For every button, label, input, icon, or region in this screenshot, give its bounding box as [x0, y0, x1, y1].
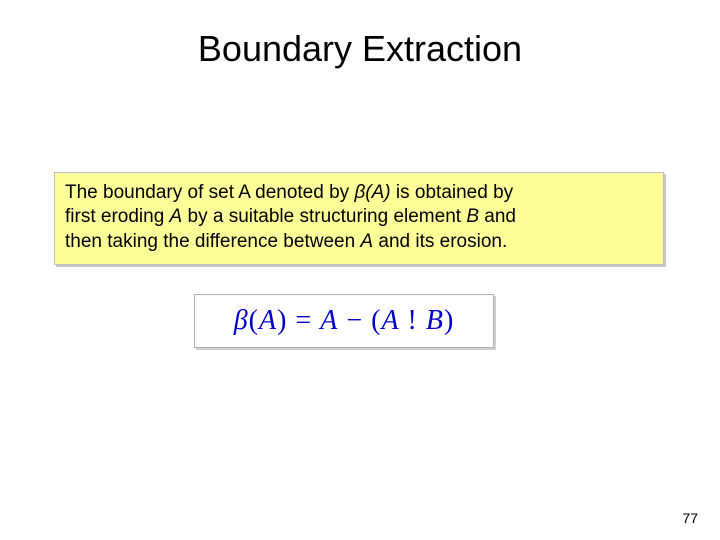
def-B: B — [466, 206, 479, 227]
def-text-4: by a suitable structuring element — [182, 206, 466, 227]
definition-text: The boundary of set A denoted by β(A) is… — [65, 181, 653, 254]
formula: β(A) = A − (A ! B) — [234, 305, 455, 337]
formula-close2: ) — [444, 305, 454, 336]
formula-box: β(A) = A − (A ! B) — [194, 294, 494, 348]
def-beta: β(A) — [354, 182, 390, 203]
def-text-3: first eroding — [65, 206, 170, 227]
page-number: 77 — [682, 510, 698, 526]
def-text-1: The boundary of set A denoted by — [65, 182, 354, 203]
def-A2: A — [360, 231, 373, 252]
formula-op: ! — [400, 305, 426, 336]
slide-title: Boundary Extraction — [0, 28, 720, 70]
formula-A3: A — [381, 305, 399, 336]
formula-open1: ( — [249, 305, 259, 336]
definition-box: The boundary of set A denoted by β(A) is… — [54, 172, 664, 265]
def-text-7: and its erosion. — [373, 231, 507, 252]
def-A1: A — [170, 206, 183, 227]
def-text-5: and — [479, 206, 516, 227]
def-text-6: then taking the difference between — [65, 231, 360, 252]
formula-eq: = — [287, 305, 320, 336]
formula-open2: ( — [371, 305, 381, 336]
formula-A1: A — [259, 305, 277, 336]
formula-close1: ) — [277, 305, 287, 336]
formula-minus: − — [338, 305, 371, 336]
formula-beta: β — [234, 305, 249, 336]
formula-B: B — [426, 305, 444, 336]
formula-A2: A — [320, 305, 338, 336]
def-text-2: is obtained by — [391, 182, 514, 203]
